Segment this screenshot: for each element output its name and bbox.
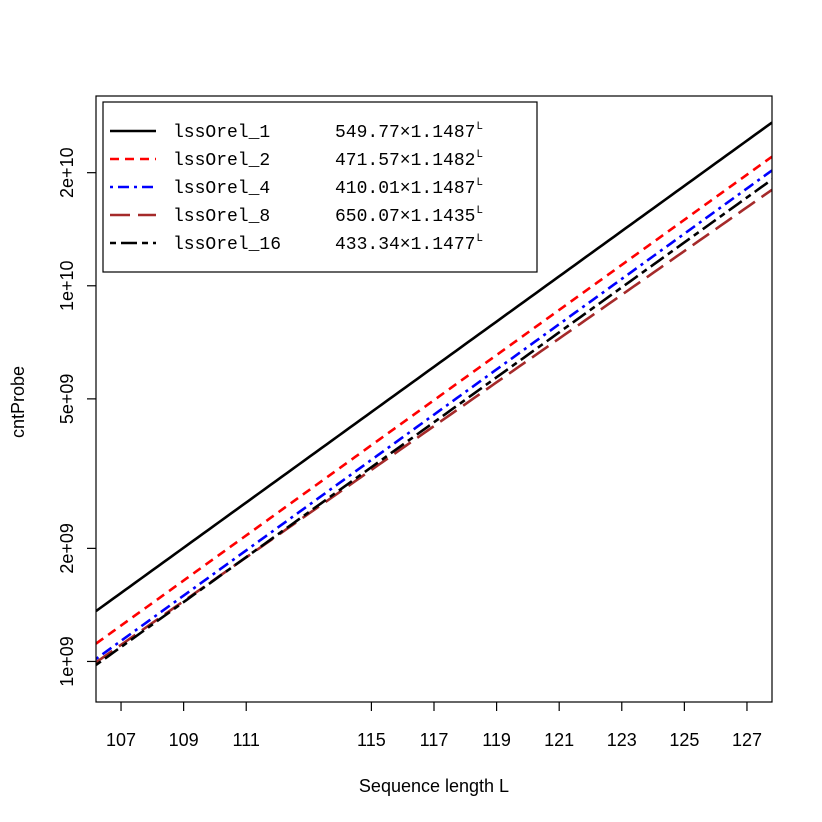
x-axis: 107 109 111 115 117 119 121 123 125 127: [106, 702, 762, 750]
legend-label: lssOrel_16: [173, 235, 281, 255]
x-tick-label: 119: [482, 730, 511, 750]
series-line-lssorel-2: [96, 155, 772, 645]
series-layer: [96, 121, 772, 667]
x-tick-label: 115: [357, 730, 386, 750]
legend-formula: 433.34×1.1477: [335, 235, 475, 255]
legend-formula: 410.01×1.1487: [335, 179, 475, 199]
legend-exponent: L: [476, 149, 483, 161]
series-line-lssorel-4: [96, 169, 772, 660]
series-line-lssorel-8: [96, 188, 772, 664]
legend-label: lssOrel_8: [173, 207, 270, 227]
legend-formula: 471.57×1.1482: [335, 151, 475, 171]
x-axis-label: Sequence length L: [359, 776, 509, 796]
x-tick-label: 123: [607, 730, 637, 750]
legend-formula: 650.07×1.1435: [335, 207, 475, 227]
legend-label: lssOrel_1: [173, 123, 270, 143]
x-tick-label: 109: [169, 730, 199, 750]
y-tick-label: 5e+09: [57, 374, 77, 425]
y-tick-label: 1e+09: [57, 636, 77, 687]
x-tick-label: 111: [233, 730, 260, 750]
legend-label: lssOrel_2: [173, 151, 270, 171]
legend-exponent: L: [476, 177, 483, 189]
legend-formula: 549.77×1.1487: [335, 123, 475, 143]
x-tick-label: 121: [544, 730, 574, 750]
x-tick-label: 125: [669, 730, 699, 750]
y-axis: 1e+09 2e+09 5e+09 1e+10 2e+10: [57, 147, 96, 687]
legend-exponent: L: [476, 121, 483, 133]
legend-exponent: L: [476, 205, 483, 217]
x-tick-label: 127: [732, 730, 762, 750]
x-tick-label: 117: [420, 730, 449, 750]
legend-exponent: L: [476, 233, 483, 245]
legend-label: lssOrel_4: [173, 179, 270, 199]
y-tick-label: 1e+10: [57, 260, 77, 311]
series-line-lssorel-1: [96, 121, 772, 613]
y-tick-label: 2e+09: [57, 523, 77, 574]
legend-box: [102, 101, 538, 273]
y-axis-label: cntProbe: [8, 366, 28, 438]
x-tick-label: 107: [106, 730, 136, 750]
series-line-lssorel-16: [96, 178, 772, 667]
y-tick-label: 2e+10: [57, 147, 77, 198]
